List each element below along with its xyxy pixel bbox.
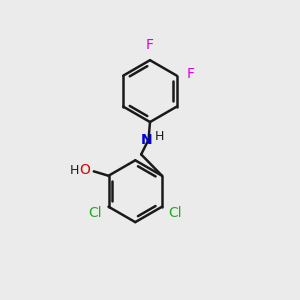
Text: H: H bbox=[70, 164, 79, 177]
Text: O: O bbox=[80, 163, 90, 177]
Text: Cl: Cl bbox=[88, 206, 102, 220]
Text: F: F bbox=[186, 67, 194, 81]
Text: F: F bbox=[146, 38, 154, 52]
Text: Cl: Cl bbox=[169, 206, 182, 220]
Text: H: H bbox=[155, 130, 164, 143]
Text: N: N bbox=[140, 133, 152, 147]
